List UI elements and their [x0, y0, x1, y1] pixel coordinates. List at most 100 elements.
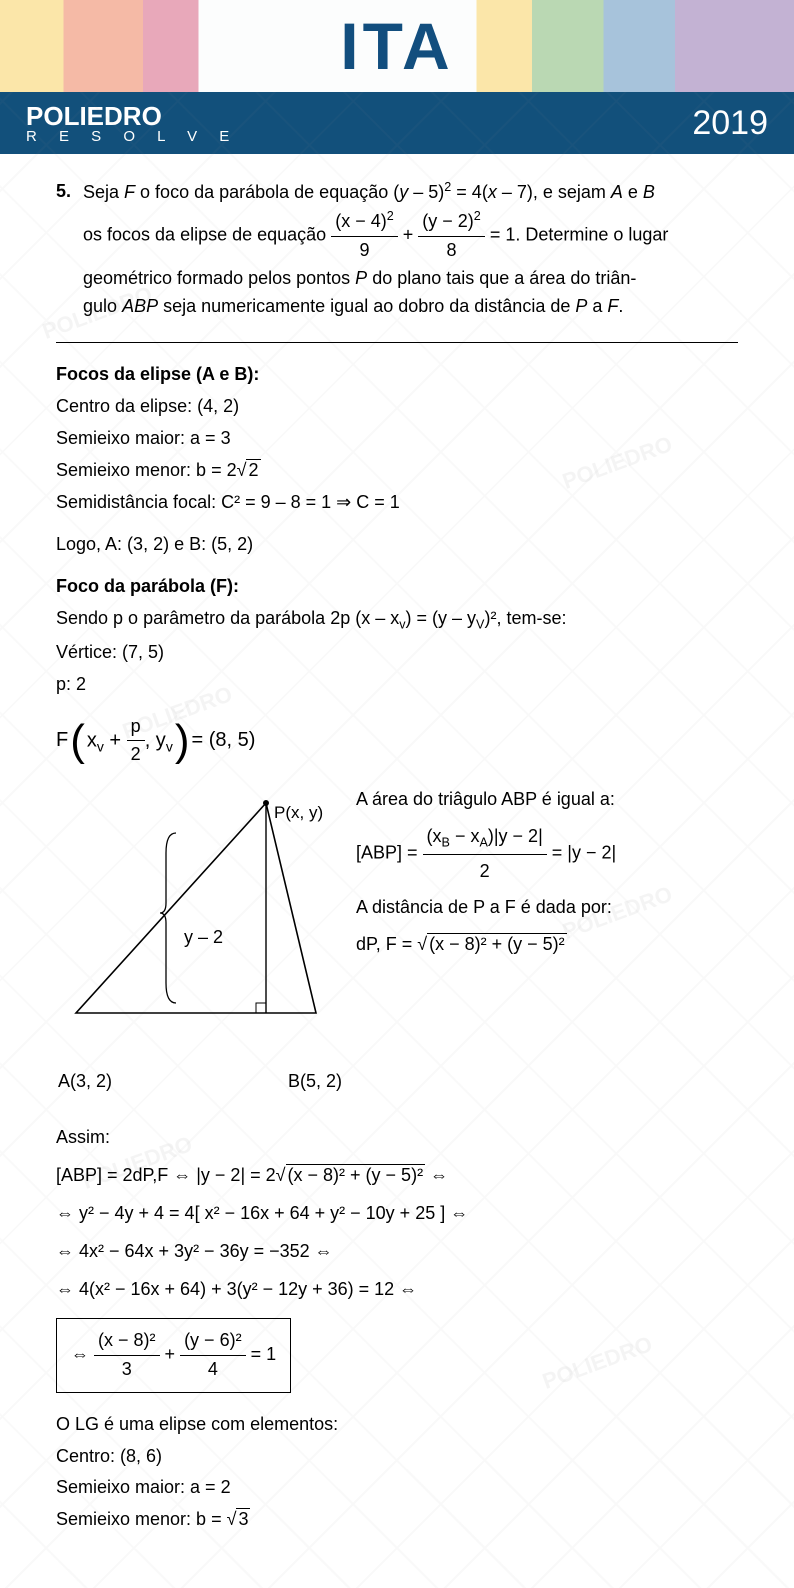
line: p: 2	[56, 671, 738, 699]
line: Semieixo maior: a = 3	[56, 425, 738, 453]
frac-num: (x − 4)	[335, 211, 387, 231]
text: do plano tais que a área do triân-	[367, 268, 636, 288]
solution-block: Focos da elipse (A e B): Centro da elips…	[56, 361, 738, 1534]
area-post: = |y − 2|	[552, 842, 616, 862]
var-A: A	[611, 182, 623, 202]
header-color-band: ITA	[0, 0, 794, 92]
radicand: (x − 8)² + (y − 5)²	[286, 1164, 426, 1185]
result: = (8, 5)	[191, 725, 255, 756]
num: (x − 8)²	[94, 1327, 160, 1356]
page-content: 5. Seja F o foco da parábola de equação …	[0, 154, 794, 1588]
line: Vértice: (7, 5)	[56, 639, 738, 667]
step: ⇔ 4(x² − 16x + 64) + 3(y² − 12y + 36) = …	[56, 1276, 738, 1304]
separator-rule	[56, 342, 738, 343]
text: – 7), e sejam	[497, 182, 611, 202]
text: Sendo p o parâmetro da parábola 2p (x – …	[56, 608, 399, 628]
F: F	[56, 725, 68, 756]
paren-open: (	[70, 726, 85, 757]
exam-year: 2019	[692, 104, 768, 143]
blue-header-bar: POLIEDRO R E S O L V E 2019	[0, 92, 794, 154]
question-text: Seja F o foco da parábola de equação (y …	[83, 178, 738, 320]
label-A: A(3, 2)	[58, 1068, 112, 1096]
ita-logo: ITA	[340, 8, 453, 84]
frac-den: 8	[443, 237, 461, 265]
label-height: y – 2	[184, 924, 464, 952]
fraction-1: (x − 4)2 9	[331, 207, 398, 265]
var-P: P	[355, 268, 367, 288]
text: – 5)	[408, 182, 444, 202]
var-F: F	[124, 182, 135, 202]
derivation-block: Assim: [ABP] = 2dP,F ⇔ |y − 2| = 2(x − 8…	[56, 1124, 738, 1396]
line: Logo, A: (3, 2) e B: (5, 2)	[56, 531, 738, 559]
box-frac1: (x − 8)² 3	[94, 1327, 160, 1384]
text: gulo	[83, 296, 122, 316]
foci-result: Logo, A: (3, 2) e B: (5, 2)	[56, 531, 738, 559]
var-x: x	[488, 182, 497, 202]
sub: v	[97, 738, 104, 754]
text: a	[587, 296, 607, 316]
frac-den: 9	[355, 237, 373, 265]
question-block: 5. Seja F o foco da parábola de equação …	[56, 178, 738, 320]
text: os focos da elipse de equação	[83, 225, 331, 245]
line: Centro: (8, 6)	[56, 1443, 738, 1471]
label-P: P(x, y)	[274, 800, 554, 826]
area-fraction: (xB − xA)|y − 2| 2	[423, 820, 547, 888]
num: (y − 6)²	[180, 1327, 246, 1356]
frac-num: (y − 2)	[422, 211, 474, 231]
num: − x	[450, 826, 480, 846]
exponent: 2	[387, 209, 394, 223]
triangle-row: P(x, y) y – 2 A(3, 2) B(5, 2) A área do …	[56, 783, 738, 1134]
brand-subtitle: R E S O L V E	[26, 129, 238, 144]
den: 2	[127, 741, 145, 769]
den: 3	[118, 1356, 136, 1384]
eq: = 1	[251, 1344, 277, 1364]
var-ABP: ABP	[122, 296, 158, 316]
plus: +	[403, 225, 419, 245]
brand-name: POLIEDRO	[26, 103, 238, 129]
num: )|y − 2|	[488, 826, 543, 846]
parabola-focus-block: Foco da parábola (F): Sendo p o parâmetr…	[56, 573, 738, 699]
text: Seja	[83, 182, 124, 202]
boxed-result: ⇔ (x − 8)² 3 + (y − 6)² 4 = 1	[56, 1318, 291, 1393]
num: p	[127, 713, 145, 742]
radicand: 2	[246, 459, 260, 480]
radicand: 3	[236, 1508, 250, 1529]
text: seja numericamente igual ao dobro da dis…	[158, 296, 575, 316]
step: [ABP] = 2dP,F ⇔ |y − 2| = 2	[56, 1165, 276, 1185]
box-frac2: (y − 6)² 4	[180, 1327, 246, 1384]
xv: x	[87, 729, 97, 751]
fraction-p2: p 2	[127, 713, 145, 770]
line: Semieixo menor: b =	[56, 1509, 227, 1529]
text: e	[623, 182, 643, 202]
arrow: ⇔	[71, 1344, 94, 1364]
step: ⇔ y² − 4y + 4 = 4[ x² − 16x + 64 + y² − …	[56, 1200, 738, 1228]
fraction-2: (y − 2)2 8	[418, 207, 485, 265]
sqrt: 2	[237, 457, 261, 485]
sqrt: 3	[227, 1506, 251, 1534]
brand-block: POLIEDRO R E S O L V E	[26, 103, 238, 144]
triangle-diagram: P(x, y) y – 2 A(3, 2) B(5, 2)	[56, 783, 336, 1134]
yv: , y	[145, 729, 166, 751]
line: O LG é uma elipse com elementos:	[56, 1411, 738, 1439]
plus: +	[104, 729, 127, 751]
line: Semieixo menor: b = 2	[56, 460, 237, 480]
step: ⇔	[425, 1165, 448, 1185]
label-B: B(5, 2)	[288, 1068, 342, 1096]
line: Centro da elipse: (4, 2)	[56, 393, 738, 421]
line: Semidistância focal: C² = 9 – 8 = 1 ⇒ C …	[56, 489, 738, 517]
plus: +	[165, 1344, 181, 1364]
text: )², tem-se:	[484, 608, 566, 628]
den: 4	[204, 1356, 222, 1384]
text: = 4(	[451, 182, 488, 202]
dist-text: A distância de P a F é dada por:	[356, 891, 738, 923]
sub: B	[442, 835, 450, 849]
step: ⇔ 4x² − 64x + 3y² − 36y = −352 ⇔	[56, 1238, 738, 1266]
focus-formula: F ( xv + p 2 , yv ) = (8, 5)	[56, 713, 738, 770]
period: .	[618, 296, 623, 316]
var-y: y	[399, 182, 408, 202]
var-P: P	[575, 296, 587, 316]
sub: A	[479, 835, 487, 849]
sqrt: (x − 8)² + (y − 5)²	[276, 1162, 425, 1190]
conclusion-block: O LG é uma elipse com elementos: Centro:…	[56, 1411, 738, 1535]
exponent: 2	[474, 209, 481, 223]
